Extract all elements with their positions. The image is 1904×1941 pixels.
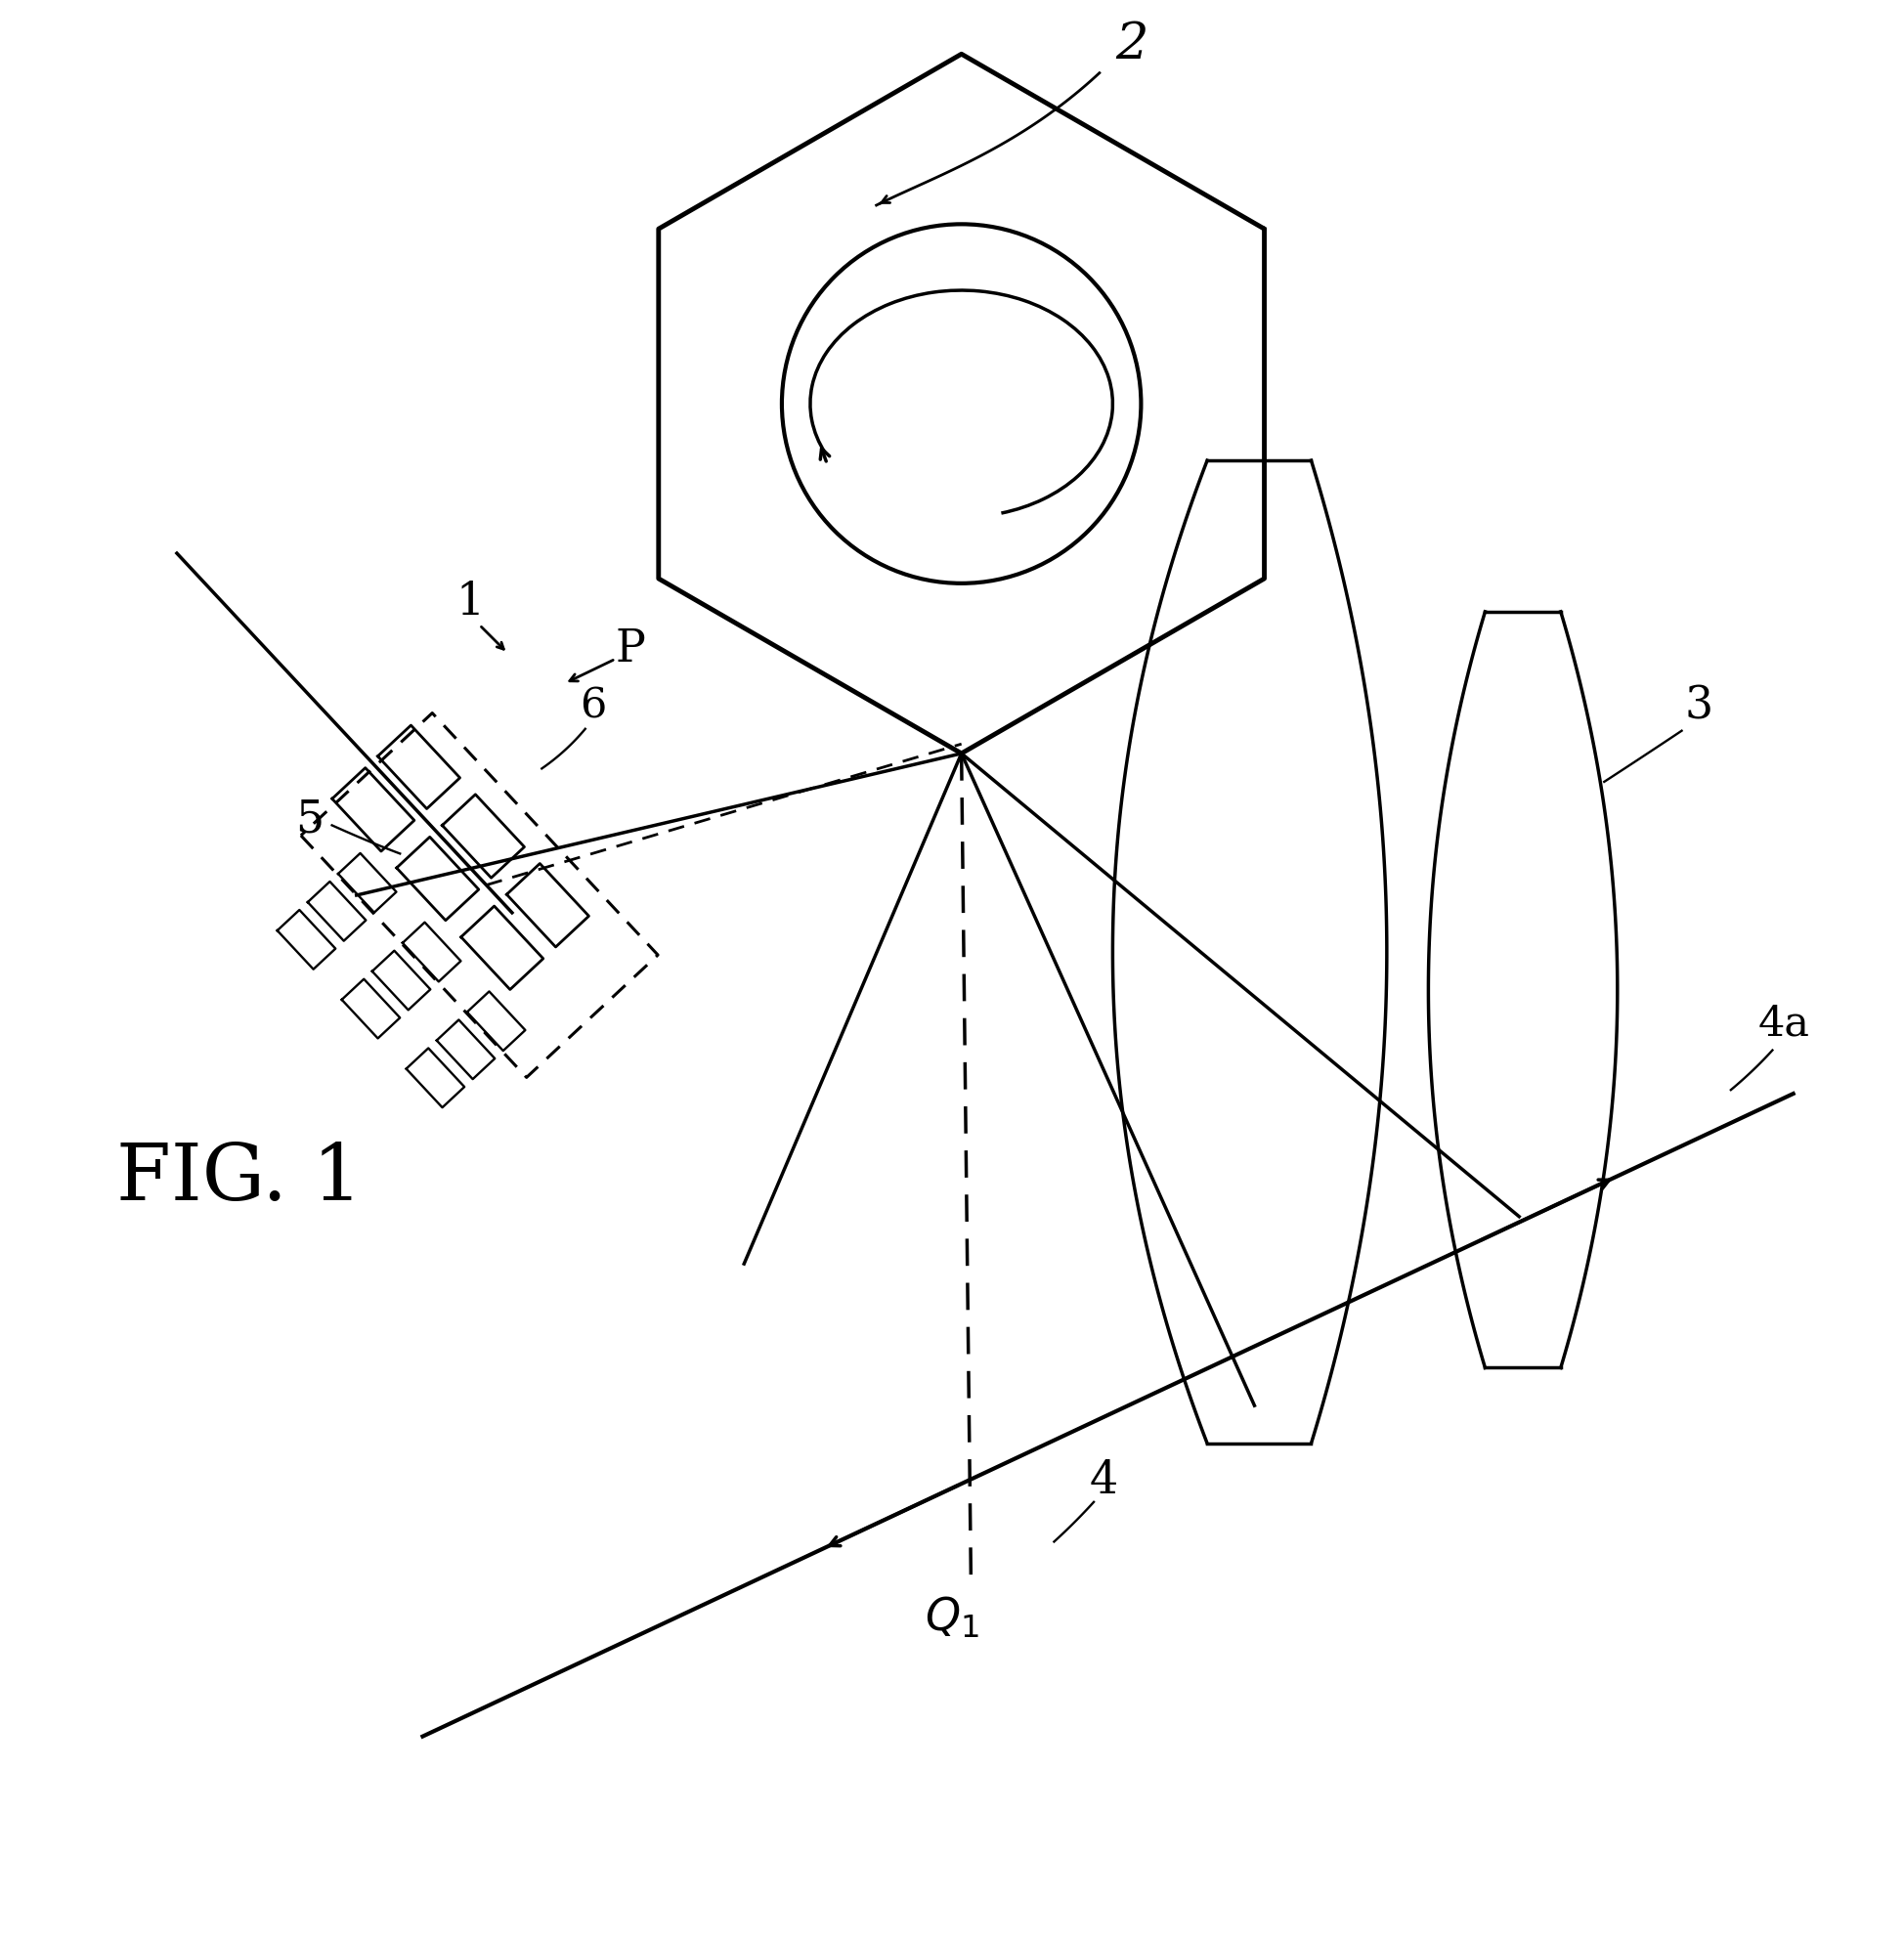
- Text: 5: 5: [295, 798, 324, 842]
- Text: 3: 3: [1685, 683, 1714, 728]
- Text: 6: 6: [579, 685, 605, 726]
- Text: FIG. 1: FIG. 1: [116, 1141, 362, 1217]
- Text: 1: 1: [455, 580, 484, 625]
- Text: P: P: [615, 627, 645, 672]
- Text: $Q_1$: $Q_1$: [925, 1596, 979, 1640]
- Text: 2: 2: [1116, 19, 1148, 70]
- Text: 4a: 4a: [1757, 1003, 1809, 1044]
- Text: 4: 4: [1089, 1460, 1118, 1504]
